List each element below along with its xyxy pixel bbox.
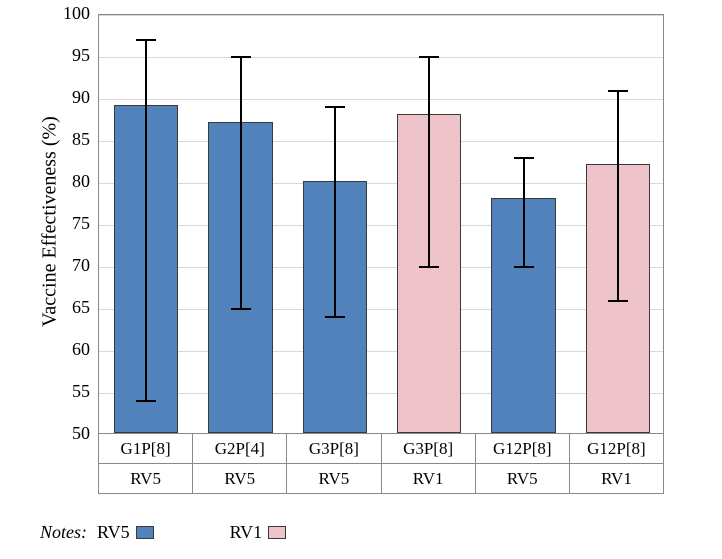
legend-swatch — [136, 526, 154, 539]
x-label-vaccine: RV1 — [381, 464, 476, 494]
gridline — [99, 309, 663, 310]
y-tick-label: 70 — [50, 255, 90, 276]
x-label-vaccine: RV1 — [569, 464, 664, 494]
y-tick-label: 65 — [50, 297, 90, 318]
gridline — [99, 99, 663, 100]
x-label-genotype: G2P[4] — [192, 434, 287, 464]
y-tick-label: 50 — [50, 423, 90, 444]
x-label-genotype: G3P[8] — [381, 434, 476, 464]
x-axis-labels: G1P[8]G2P[4]G3P[8]G3P[8]G12P[8]G12P[8]RV… — [98, 434, 664, 494]
legend-item-label: RV5 — [97, 522, 130, 543]
y-tick-label: 80 — [50, 171, 90, 192]
x-label-genotype: G1P[8] — [98, 434, 193, 464]
y-tick-label: 75 — [50, 213, 90, 234]
x-label-vaccine: RV5 — [286, 464, 381, 494]
gridline — [99, 351, 663, 352]
x-label-vaccine: RV5 — [192, 464, 287, 494]
y-tick-label: 85 — [50, 129, 90, 150]
gridline — [99, 141, 663, 142]
legend-swatch — [268, 526, 286, 539]
y-tick-label: 60 — [50, 339, 90, 360]
y-tick-label: 90 — [50, 87, 90, 108]
y-tick-label: 100 — [50, 3, 90, 24]
gridline — [99, 57, 663, 58]
gridline — [99, 183, 663, 184]
gridline — [99, 267, 663, 268]
y-tick-label: 55 — [50, 381, 90, 402]
gridline — [99, 15, 663, 16]
legend-prefix: Notes: — [40, 522, 87, 543]
gridline — [99, 393, 663, 394]
legend-item-label: RV1 — [230, 522, 263, 543]
x-label-vaccine: RV5 — [98, 464, 193, 494]
x-label-genotype: G3P[8] — [286, 434, 381, 464]
x-label-genotype: G12P[8] — [569, 434, 664, 464]
plot-area — [98, 14, 664, 434]
x-label-vaccine: RV5 — [475, 464, 570, 494]
legend: Notes: RV5 RV1 — [40, 522, 286, 543]
gridline — [99, 225, 663, 226]
y-tick-label: 95 — [50, 45, 90, 66]
x-label-genotype: G12P[8] — [475, 434, 570, 464]
